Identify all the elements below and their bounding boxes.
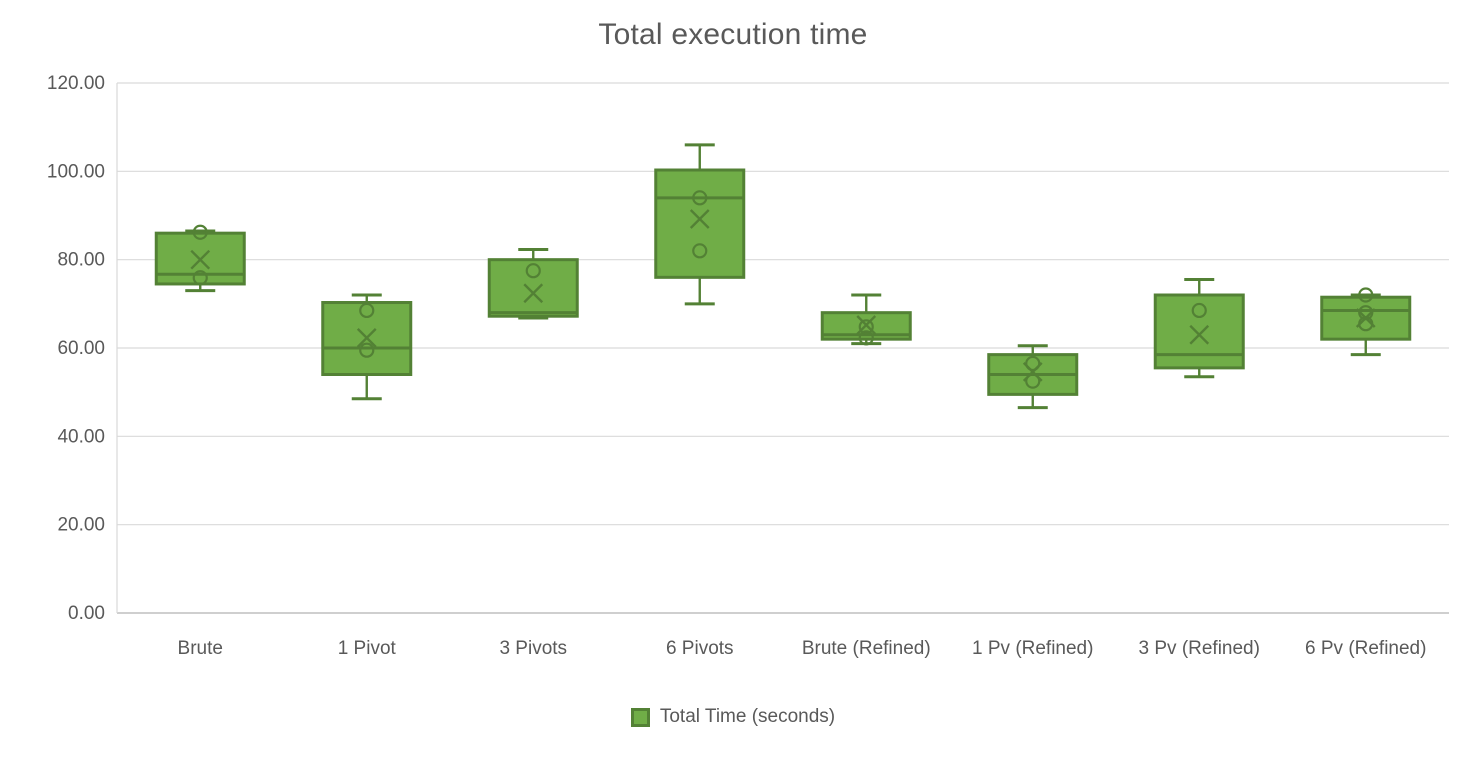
mean-marker[interactable] <box>356 327 377 348</box>
data-point-marker[interactable] <box>858 330 874 346</box>
x-category-label: 3 Pv (Refined) <box>1139 638 1260 659</box>
data-point-marker[interactable] <box>1358 287 1374 303</box>
data-point-marker[interactable] <box>1191 302 1207 319</box>
data-point-marker[interactable] <box>858 319 874 335</box>
x-category-label: 6 Pv (Refined) <box>1305 638 1426 659</box>
mean-marker[interactable] <box>523 283 544 304</box>
boxplot-3-pv-refined-[interactable] <box>1153 278 1245 379</box>
data-point-marker[interactable] <box>192 270 208 286</box>
y-tick-label: 100.00 <box>47 161 105 182</box>
y-tick-label: 0.00 <box>68 603 105 624</box>
data-point-marker[interactable] <box>1025 355 1041 372</box>
box-iqr[interactable] <box>1153 293 1245 370</box>
data-point-marker[interactable] <box>525 263 541 279</box>
boxplot-1-pivot[interactable] <box>321 293 413 401</box>
data-point-marker[interactable] <box>692 243 708 259</box>
y-tick-label: 80.00 <box>57 250 105 271</box>
x-category-label: Brute (Refined) <box>802 638 931 659</box>
mean-marker[interactable] <box>856 315 877 335</box>
boxplot-6-pivots[interactable] <box>654 143 746 306</box>
legend[interactable]: Total Time (seconds) <box>0 706 1466 728</box>
boxplot-3-pivots[interactable] <box>487 248 579 320</box>
mean-marker[interactable] <box>1189 324 1210 345</box>
x-category-label: Brute <box>178 638 223 659</box>
mean-marker[interactable] <box>1022 362 1043 382</box>
boxplot-6-pv-refined-[interactable] <box>1320 287 1412 357</box>
x-category-label: 6 Pivots <box>666 638 734 659</box>
x-category-label: 3 Pivots <box>499 638 567 659</box>
data-point-marker[interactable] <box>359 342 375 358</box>
boxplot-1-pv-refined-[interactable] <box>987 344 1079 410</box>
y-tick-label: 60.00 <box>57 338 105 359</box>
mean-marker[interactable] <box>689 209 710 229</box>
y-tick-label: 20.00 <box>57 515 105 536</box>
mean-marker[interactable] <box>1355 308 1376 328</box>
mean-marker[interactable] <box>190 249 211 270</box>
x-category-label: 1 Pivot <box>338 638 397 659</box>
data-point-marker[interactable] <box>192 224 208 240</box>
legend-label: Total Time (seconds) <box>659 706 836 727</box>
x-category-label: 1 Pv (Refined) <box>972 638 1093 659</box>
boxplot-brute[interactable] <box>154 224 246 293</box>
data-point-marker[interactable] <box>692 190 708 206</box>
data-point-marker[interactable] <box>1025 373 1041 389</box>
legend-swatch[interactable] <box>630 707 650 727</box>
chart-title: Total execution time <box>598 18 868 51</box>
box-iqr[interactable] <box>654 168 746 279</box>
data-point-marker[interactable] <box>359 302 375 319</box>
box-iqr[interactable] <box>487 258 579 318</box>
y-tick-label: 40.00 <box>57 426 105 447</box>
boxplot-brute-refined-[interactable] <box>820 293 912 346</box>
y-tick-label: 120.00 <box>47 73 105 94</box>
